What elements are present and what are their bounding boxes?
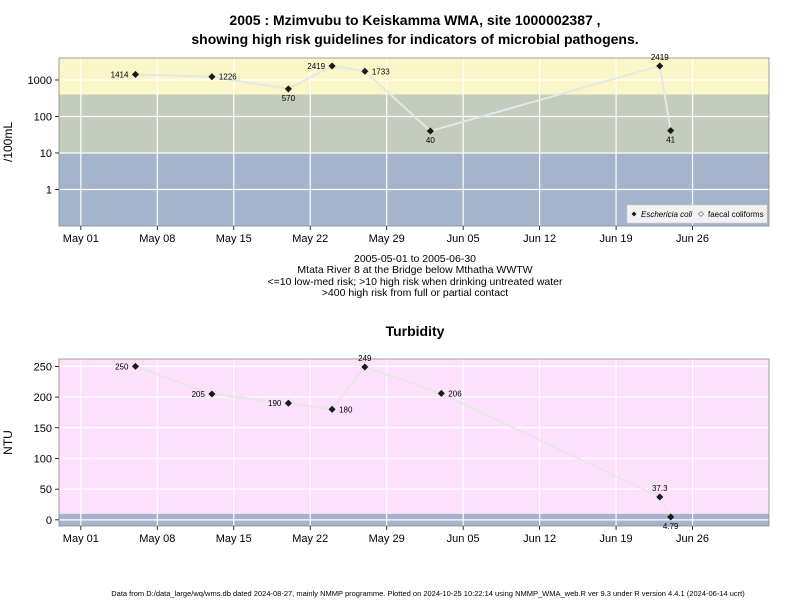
turbidity-data-label-1: 205 — [192, 390, 206, 399]
turbidity-xtick-label-6: Jun 12 — [523, 533, 556, 545]
turbidity-ytick-label-5: 250 — [34, 361, 52, 373]
ecoli-point-5 — [426, 127, 435, 135]
ecoli-point-3 — [328, 62, 336, 70]
ecoli-xtick-label-5: Jun 05 — [447, 233, 480, 245]
bottom-plot-area: May 01 May 08 May 15 May 22 May 29 Jun 05 Jun … — [1, 354, 770, 545]
turbidity-ytick-label-3: 150 — [34, 423, 52, 435]
ecoli-point-2 — [284, 85, 293, 93]
ecoli-ytick-label-1: 10 — [40, 148, 52, 160]
legend-box — [626, 204, 768, 224]
ecoli-xtick-label-2: May 15 — [216, 233, 252, 245]
ecoli-ytick-label-2: 100 — [34, 111, 52, 123]
turbidity-xtick-label-5: Jun 05 — [447, 533, 480, 545]
turbidity-chart-title: Turbidity — [386, 323, 445, 339]
ecoli-data-label-6: 2419 — [651, 53, 669, 62]
ecoli-xtick-label-6: Jun 12 — [523, 233, 556, 245]
ecoli-point-4 — [361, 67, 369, 75]
turbidity-xtick-label-4: May 29 — [369, 533, 405, 545]
ecoli-xtick-label-3: May 22 — [292, 233, 328, 245]
ecoli-xtick-label-0: May 01 — [63, 233, 99, 245]
ecoli-data-label-2: 570 — [282, 94, 296, 103]
ecoli-series-line — [135, 64, 672, 133]
turbidity-data-label-2: 190 — [268, 399, 282, 408]
turbidity-data-label-7: 4.79 — [663, 522, 679, 531]
turbidity-point-5 — [437, 389, 445, 398]
ecoli-data-label-0: 1414 — [111, 70, 129, 79]
ecoli-xtick-label-1: May 08 — [139, 233, 175, 245]
ecoli-ytick-label-3: 1000 — [28, 75, 52, 87]
legend-faecal-label: faecal coliforms — [708, 210, 764, 219]
turbidity-data-label-6: 37.3 — [652, 484, 668, 493]
turbidity-xtick-label-2: May 15 — [216, 533, 252, 545]
turbidity-ytick-label-2: 100 — [34, 453, 52, 465]
turbidity-xtick-label-7: Jun 19 — [600, 533, 633, 545]
ecoli-xtick-label-7: Jun 19 — [600, 233, 633, 245]
turbidity-point-7 — [667, 513, 675, 521]
turbidity-ytick-label-1: 50 — [40, 484, 52, 496]
ecoli-risk-band-1 — [59, 94, 769, 153]
ecoli-point-1 — [208, 73, 216, 81]
turbidity-data-label-4: 249 — [358, 354, 372, 363]
ecoli-xtick-label-4: May 29 — [369, 233, 405, 245]
turbidity-ytick-label-0: 0 — [46, 515, 52, 527]
ecoli-plot-frame — [58, 57, 770, 227]
turbidity-xtick-label-8: Jun 26 — [676, 533, 709, 545]
turbidity-series-line — [135, 365, 672, 518]
turbidity-xtick-label-1: May 08 — [139, 533, 175, 545]
high-risk-guideline-text: >400 high risk from full or partial cont… — [322, 287, 509, 299]
turbidity-data-label-3: 180 — [339, 405, 353, 414]
turbidity-point-0 — [131, 362, 140, 371]
site-description-text: Mtata River 8 at the Bridge below Mthath… — [297, 264, 532, 276]
ecoli-legend: Eschericia coli faecal coliforms — [626, 204, 768, 224]
turbidity-data-label-0: 250 — [115, 362, 129, 371]
top-chart-title-line2: showing high risk guidelines for indicat… — [191, 31, 638, 47]
ecoli-point-0 — [131, 70, 140, 79]
ecoli-data-label-3: 2419 — [307, 62, 325, 71]
turbidity-point-2 — [284, 399, 293, 407]
ecoli-data-label-7: 41 — [666, 136, 675, 145]
ecoli-data-label-1: 1226 — [219, 73, 237, 82]
ecoli-point-7 — [667, 126, 675, 135]
turbidity-point-6 — [656, 493, 664, 501]
top-chart-title-line1: 2005 : Mzimvubu to Keiskamma WMA, site 1… — [229, 12, 600, 28]
ecoli-point-6 — [656, 62, 664, 70]
turbidity-point-3 — [328, 405, 336, 413]
turbidity-data-label-5: 206 — [448, 389, 462, 398]
turbidity-xtick-label-0: May 01 — [63, 533, 99, 545]
ecoli-xtick-label-8: Jun 26 — [676, 233, 709, 245]
legend-ecoli-marker — [631, 211, 637, 217]
turbidity-xtick-label-3: May 22 — [292, 533, 328, 545]
turbidity-plot-frame — [58, 358, 770, 527]
turbidity-point-4 — [361, 363, 369, 371]
legend-faecal-marker — [698, 211, 704, 217]
top-plot-area: May 01 May 08 May 15 May 22 May 29 Jun 05 Jun … — [1, 53, 770, 245]
turbidity-point-1 — [208, 390, 216, 398]
date-range-text: 2005-05-01 to 2005-06-30 — [354, 253, 476, 265]
turbidity-y-axis-label: NTU — [1, 430, 15, 455]
footer-note: Data from D:/data_large/wq/wms.db dated … — [111, 589, 745, 598]
ecoli-data-label-4: 1733 — [372, 67, 390, 76]
legend-ecoli-label: Eschericia coli — [641, 210, 692, 219]
low-risk-guideline-text: <=10 low-med risk; >10 high risk when dr… — [267, 276, 563, 288]
ecoli-y-axis-label: /100mL — [1, 122, 15, 162]
ecoli-data-label-5: 40 — [426, 136, 435, 145]
ecoli-ytick-label-0: 1 — [46, 184, 52, 196]
turbidity-ytick-label-4: 200 — [34, 392, 52, 404]
